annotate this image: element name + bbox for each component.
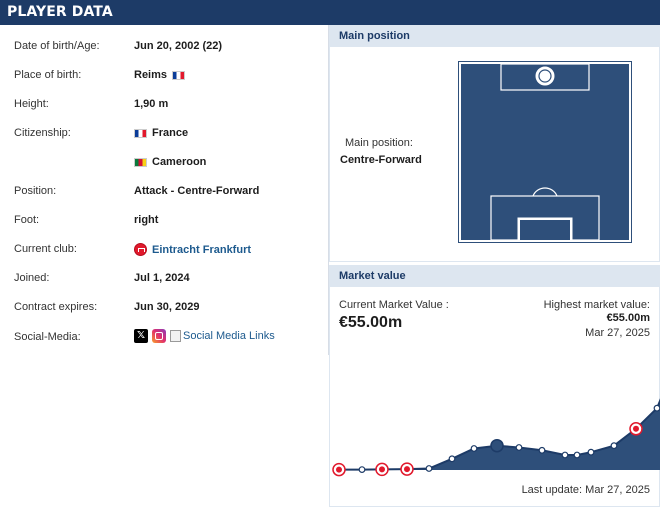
row-position: Position: Attack - Centre-Forward [0,183,330,203]
citizenship-france-text: France [152,127,189,139]
club-value[interactable]: Eintracht Frankfurt [134,243,251,256]
eintracht-frankfurt-crest-icon[interactable] [134,243,147,256]
market-value-point[interactable] [358,466,366,473]
social-media-links-text: Social Media Links [183,330,275,342]
market-value-point[interactable] [573,451,581,459]
row-citizenship: Citizenship: France [0,125,330,145]
dob-value-link[interactable]: Jun 20, 2002 (22) [134,40,223,52]
highest-mv-date: Mar 27, 2025 [585,327,650,339]
social-label: Social-Media: [14,331,81,343]
highest-mv-value: €55.00m [606,312,650,324]
pob-value: Reims [134,69,186,81]
market-value-point[interactable] [561,451,569,459]
x-twitter-icon[interactable]: 𝕏 [134,329,148,343]
current-mv-value: €55.00m [339,314,403,331]
france-flag-icon [172,70,186,80]
market-value-point[interactable] [610,442,618,450]
row-citizenship-2: Cameroon [0,154,330,174]
row-place-of-birth: Place of birth: Reims [0,67,330,87]
market-value-point[interactable] [470,445,478,452]
club-link[interactable]: Eintracht Frankfurt [152,243,252,256]
position-label: Position: [14,185,57,197]
broken-image-icon [170,330,181,342]
market-value-header: Market value [329,265,660,287]
main-position-label: Main position: [345,137,413,149]
market-value-point[interactable] [587,448,595,456]
header-title: PLAYER DATA [7,4,113,20]
pob-text: Reims [134,69,168,81]
foot-value: right [134,214,159,226]
pitch-lines [490,63,600,241]
row-height: Height: 1,90 m [0,96,330,116]
height-value: 1,90 m [134,98,169,110]
current-mv-label: Current Market Value : [339,299,449,311]
contract-label: Contract expires: [14,301,98,313]
club-crest-icon [379,466,385,473]
citizenship-label: Citizenship: [14,127,71,139]
pitch-diagram [459,62,631,242]
row-date-of-birth: Date of birth/Age: Jun 20, 2002 (22) [0,38,330,58]
social-media-links[interactable]: Social Media Links [170,330,275,342]
club-crest-icon [404,466,410,473]
right-panel: Main position Main position: Centre-Forw… [329,25,660,507]
player-data-header: PLAYER DATA [0,0,660,25]
last-update: Last update: Mar 27, 2025 [521,484,650,496]
row-social-media: Social-Media: 𝕏 Social Media Links [0,327,330,347]
market-value-point[interactable] [538,446,546,454]
citizenship-cameroon-text: Cameroon [152,156,207,168]
height-label: Height: [14,98,49,110]
cameroon-flag-icon [134,157,147,167]
market-value-area [339,400,660,470]
row-joined: Joined: Jul 1, 2024 [0,270,330,290]
row-foot: Foot: right [0,212,330,232]
club-marker-point[interactable] [490,438,504,453]
instagram-icon[interactable] [152,329,166,343]
market-value-chart[interactable] [329,350,660,480]
citizenship-value-cameroon: Cameroon [134,156,206,168]
column-divider [328,25,329,355]
market-value-point[interactable] [425,465,433,472]
club-crest-icon [336,466,342,473]
player-data-panel: Date of birth/Age: Jun 20, 2002 (22) Pla… [0,25,330,507]
contract-value: Jun 30, 2029 [134,301,200,313]
dob-label: Date of birth/Age: [14,40,100,52]
joined-label: Joined: [14,272,50,284]
main-position-header: Main position [329,25,660,47]
row-contract-expires: Contract expires: Jun 30, 2029 [0,299,330,319]
citizenship-value-france: France [134,127,188,139]
market-value-point[interactable] [653,404,660,412]
joined-value: Jul 1, 2024 [134,272,190,284]
position-value: Attack - Centre-Forward [134,185,260,197]
foot-label: Foot: [14,214,40,226]
market-value-point[interactable] [515,444,523,451]
main-position-value: Centre-Forward [340,154,422,166]
highest-mv-label: Highest market value: [543,299,650,311]
pob-label: Place of birth: [14,69,82,81]
club-label: Current club: [14,243,77,255]
club-crest-icon [633,425,639,432]
social-value: 𝕏 Social Media Links [134,329,275,343]
france-flag-icon [134,128,147,138]
row-current-club: Current club: Eintracht Frankfurt [0,241,330,261]
market-value-point[interactable] [448,455,456,463]
